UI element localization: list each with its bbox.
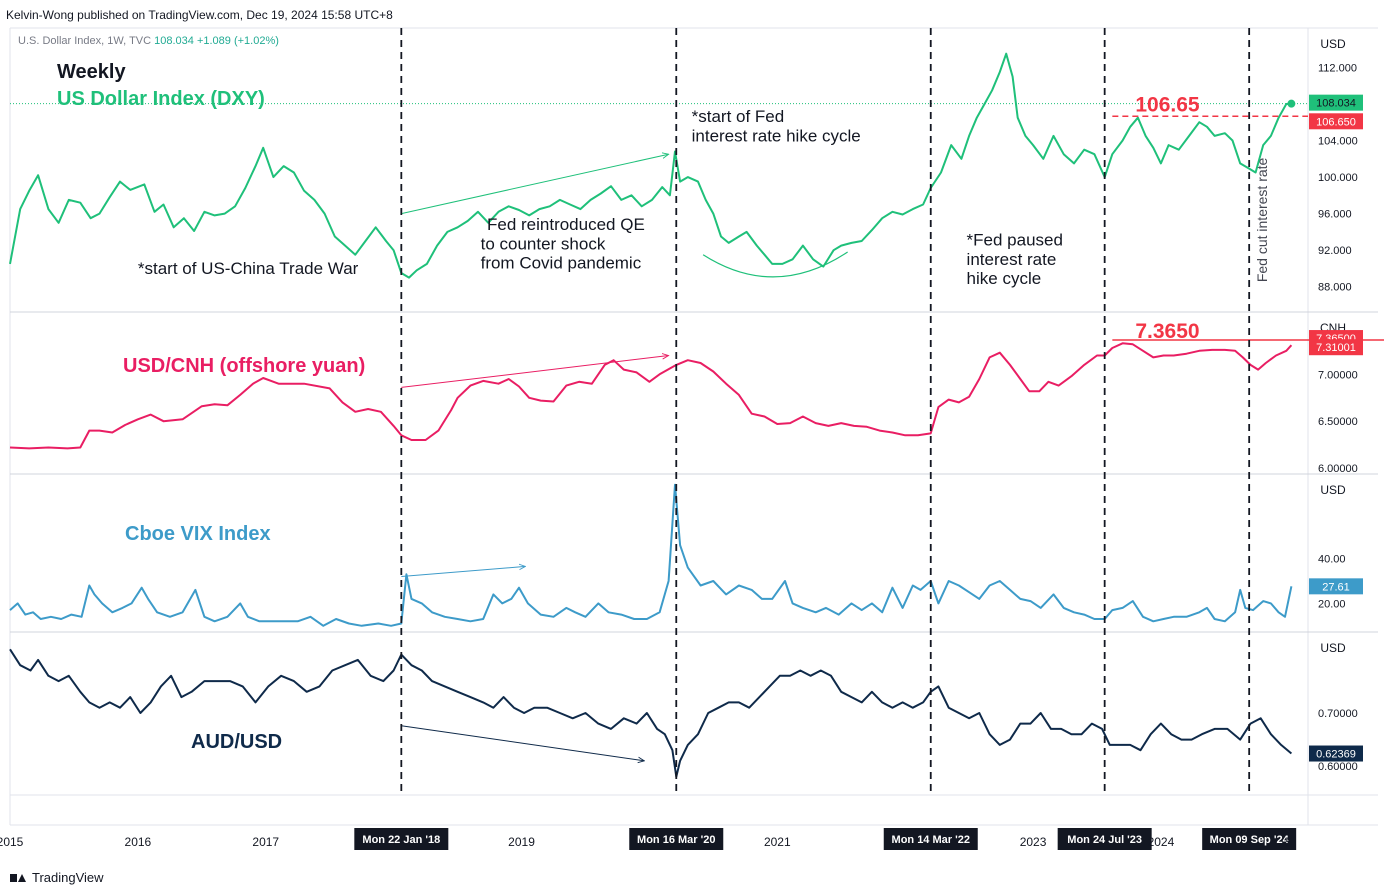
note-qe_1: Fed reintroduced QE: [487, 215, 645, 234]
cnh-series-line: [9, 342, 1293, 450]
cnh-y-tick: 6.50000: [1318, 416, 1358, 428]
cnh-level-value: 7.3650: [1135, 320, 1199, 343]
aud-trend-arrow: [401, 725, 644, 761]
note-pause_1: *Fed paused: [967, 231, 1063, 250]
event-date-label: Mon 16 Mar '20: [637, 834, 715, 846]
event-date-label: Mon 24 Jul '23: [1067, 834, 1142, 846]
vix-y-tick: 40.00: [1318, 554, 1346, 566]
event-date-tag: [1202, 828, 1297, 850]
x-tick: 2023: [1020, 835, 1047, 849]
x-tick: 2017: [252, 835, 279, 849]
dxy-y-tick: 88.000: [1318, 282, 1352, 294]
symbol-values: 108.034 +1.089 (+1.02%): [154, 35, 279, 47]
note-pause_3: hike cycle: [967, 269, 1042, 288]
note-hike_1: *start of Fed: [692, 107, 785, 126]
event-date-label: Mon 14 Mar '22: [892, 834, 970, 846]
cnh-last-tag-label: 7.31001: [1316, 342, 1356, 354]
vix-panel-name: Cboe VIX Index: [125, 523, 271, 545]
vix-series-line: [9, 483, 1293, 627]
vix-currency-label: USD: [1320, 483, 1346, 497]
cnh-y-tick: 6.00000: [1318, 463, 1358, 475]
tradingview-logo-icon: [10, 873, 26, 883]
symbol-info: U.S. Dollar Index, 1W, TVC 108.034 +1.08…: [18, 35, 279, 47]
publisher-line: Kelvin-Wong published on TradingView.com…: [6, 8, 393, 22]
event-date-tag: [1057, 828, 1152, 850]
dxy-level-value: 106.65: [1135, 93, 1200, 116]
x-tick: 5: [1285, 835, 1292, 849]
dxy-y-tick: 100.000: [1318, 172, 1358, 184]
x-tick: 2015: [0, 835, 24, 849]
aud-last-tag: [1309, 745, 1363, 762]
vix-last-tag-label: 27.61: [1322, 581, 1350, 593]
vix-trend-arrow: [401, 566, 525, 578]
cnh-last-tag: [1309, 339, 1363, 356]
aud-currency-label: USD: [1320, 641, 1346, 655]
dxy-level-tag: [1309, 113, 1363, 130]
note-fed-cut: Fed cut interest rate: [1254, 157, 1270, 282]
dxy-y-tick: 104.000: [1318, 136, 1358, 148]
dxy-last-point: [1287, 99, 1296, 108]
event-date-tag: [354, 828, 449, 850]
dxy-panel-name: US Dollar Index (DXY): [57, 88, 265, 110]
x-tick: 2024: [1148, 835, 1175, 849]
dxy-last-tag: [1309, 94, 1363, 111]
dxy-y-tick: 96.000: [1318, 209, 1352, 221]
aud-panel-name: AUD/USD: [191, 731, 282, 753]
event-date-label: Mon 09 Sep '24: [1210, 834, 1290, 846]
event-date-tag: [883, 828, 978, 850]
cnh-trend-arrow: [401, 356, 668, 388]
event-date-label: Mon 22 Jan '18: [362, 834, 440, 846]
dxy-trend-arrow: [401, 154, 668, 215]
aud-y-tick: 0.70000: [1318, 708, 1358, 720]
note-trade_war: *start of US-China Trade War: [138, 259, 359, 278]
dxy-bottom-curve: [702, 251, 848, 278]
dxy-level-tag-label: 106.650: [1316, 116, 1356, 128]
dxy-y-tick: 92.000: [1318, 245, 1352, 257]
note-hike_2: interest rate hike cycle: [692, 126, 861, 145]
x-tick: 2019: [508, 835, 535, 849]
note-pause_2: interest rate: [967, 250, 1057, 269]
tradingview-brand: TradingView: [32, 870, 104, 885]
dxy-last-tag-label: 108.034: [1316, 98, 1356, 110]
x-tick: 2021: [764, 835, 791, 849]
note-qe_2: to counter shock: [481, 234, 606, 253]
cnh-panel-name: USD/CNH (offshore yuan): [123, 355, 365, 377]
x-tick: 2016: [125, 835, 152, 849]
dxy-panel-subtitle: Weekly: [57, 61, 126, 83]
aud-series-line: [9, 648, 1293, 778]
vix-last-tag: [1309, 578, 1363, 595]
cnh-y-tick: 7.00000: [1318, 369, 1358, 381]
dxy-currency-label: USD: [1320, 37, 1346, 51]
aud-y-tick: 0.60000: [1318, 761, 1358, 773]
symbol-name: U.S. Dollar Index, 1W, TVC: [18, 35, 152, 47]
dxy-y-tick: 112.000: [1318, 62, 1357, 74]
event-date-tag: [629, 828, 724, 850]
note-qe_3: from Covid pandemic: [481, 253, 642, 272]
vix-y-tick: 20.00: [1318, 598, 1346, 610]
aud-last-tag-label: 0.62369: [1316, 749, 1356, 761]
tradingview-footer[interactable]: TradingView: [10, 870, 104, 885]
